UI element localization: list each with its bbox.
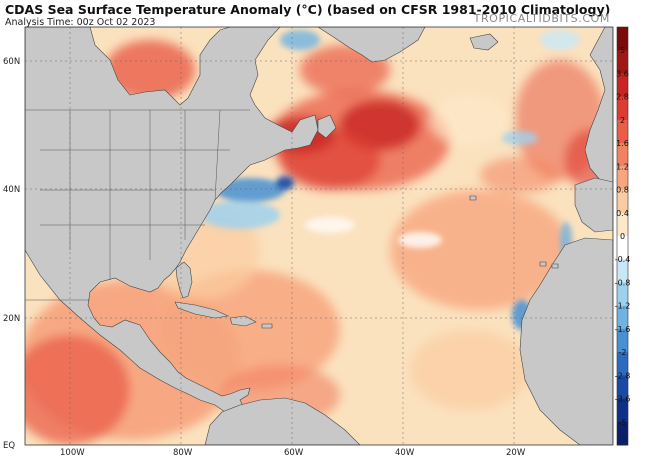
africa [519,237,613,445]
colorbar-tick-label: 3.6 [616,69,629,78]
lat-label: 60N [3,57,20,67]
map-title: CDAS Sea Surface Temperature Anomaly (°C… [5,2,611,17]
iberia [574,177,613,233]
colorbar-swatch [617,282,628,307]
colorbar-frame [616,26,629,446]
colorbar-tick-label: 1.2 [616,162,629,171]
colorbar-swatch [617,166,628,191]
colorbar-tick-label: 0.4 [616,209,629,218]
colorbar-tick-label: -1.6 [615,325,631,334]
hispaniola [229,315,257,327]
colorbar-swatch [617,96,628,121]
colorbar-swatch [617,328,628,353]
lon-label: 80W [173,448,193,458]
colorbar-tick-label: 0.8 [616,186,629,195]
small-islands [469,195,559,269]
colorbar-tick-label: 5 [620,46,625,55]
cuba [174,301,230,319]
colorbar-swatch [617,305,628,330]
lat-labels: 60N 40N 20N EQ [3,57,20,451]
colorbar-swatch [617,398,628,423]
lon-label: 60W [284,448,304,458]
puerto-rico [261,323,273,329]
colorbar-tick-label: 2.8 [616,93,629,102]
map-area [25,27,613,445]
colorbar-swatch [617,27,628,51]
south-america [204,397,361,445]
colorbar-tick-label: -5 [619,418,627,427]
colorbar-tick-label: 2 [620,116,625,125]
colorbar-tick-label: -2.8 [615,371,631,380]
lon-label: 40W [395,448,415,458]
lon-label: 100W [60,448,85,458]
analysis-time: Analysis Time: 00z Oct 02 2023 [5,17,156,28]
colorbar-swatch [617,259,628,283]
colorbar-swatch [617,421,628,446]
cool-patches [200,30,580,330]
colorbar-tick-label: -0.8 [615,278,631,287]
iceland [469,33,499,51]
colorbar-swatch [617,352,628,376]
colorbar [616,26,629,446]
admin-borders [25,109,250,301]
colorbar-swatch [617,73,628,98]
colorbar-swatch [617,212,628,237]
colorbar-tick-label: -3.6 [615,395,631,404]
greenland [317,27,426,63]
colorbar-tick-label: -2 [619,348,627,357]
map-frame [24,26,614,446]
lon-labels: 100W 80W 60W 40W 20W [60,448,526,458]
colorbar-swatch [617,375,628,400]
graticule [25,27,613,445]
colorbar-tick-label: 1.6 [616,139,629,148]
colorbar-swatch [617,189,628,214]
newfoundland [317,114,337,139]
lat-label: 40N [3,185,20,195]
colorbar-labels: 5 3.6 2.8 2 1.6 1.2 0.8 0.4 0 -0.4 -0.8 -1.2 -1.6 -2 -… [615,46,631,427]
colorbar-swatch [617,50,628,74]
colorbar-swatch [617,236,628,260]
site-watermark: TROPICALTIDBITS.COM [473,12,610,25]
lon-label: 20W [506,448,526,458]
land [25,27,613,445]
colorbar-swatch [617,143,628,167]
colorbar-tick-label: -1.2 [615,302,631,311]
florida [175,261,193,299]
lat-label: EQ [3,441,15,451]
lat-label: 20N [3,314,20,324]
colorbar-tick-label: 0 [620,232,625,241]
colorbar-swatch [617,119,628,144]
colorbar-tick-label: -0.4 [615,255,631,264]
